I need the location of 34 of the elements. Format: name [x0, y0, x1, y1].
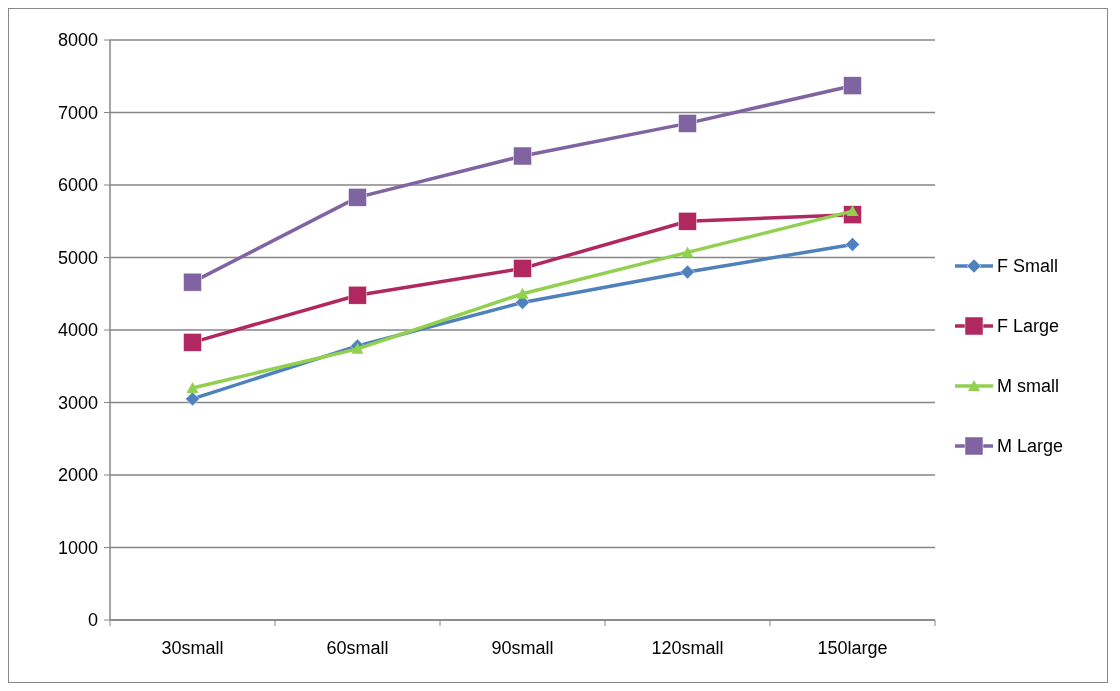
- legend-label: M small: [997, 376, 1059, 397]
- point: [183, 333, 202, 352]
- y-tick-label: 2000: [57, 465, 98, 486]
- point: [513, 259, 532, 278]
- point: [348, 285, 367, 305]
- x-tick-label: 30small: [161, 638, 224, 658]
- y-tick-label: 1000: [57, 537, 98, 558]
- point: [186, 382, 199, 393]
- point: [680, 264, 695, 280]
- point: [185, 391, 200, 407]
- point: [678, 114, 697, 133]
- y-tick-label: 5000: [57, 247, 98, 268]
- legend-label: M Large: [997, 436, 1064, 457]
- y-tick-label: 8000: [57, 30, 98, 51]
- point: [678, 212, 697, 231]
- point: [681, 246, 694, 258]
- y-tick-label: 6000: [57, 175, 98, 196]
- point: [183, 272, 202, 292]
- point: [845, 237, 860, 252]
- x-tick-label: 150large: [817, 638, 888, 658]
- point: [351, 342, 364, 354]
- point: [843, 76, 862, 95]
- x-tick-label: 90small: [491, 638, 554, 658]
- y-tick-label: 7000: [57, 102, 98, 123]
- legend-label: F Small: [997, 256, 1059, 277]
- point: [516, 287, 529, 299]
- legend-label: F Large: [997, 316, 1060, 337]
- x-tick-label: 120small: [651, 638, 724, 658]
- y-tick-label: 0: [87, 610, 98, 631]
- x-tick-label: 60small: [326, 638, 389, 658]
- point: [348, 188, 367, 207]
- point: [513, 146, 532, 166]
- y-tick-label: 4000: [57, 320, 98, 341]
- y-tick-label: 3000: [57, 392, 98, 413]
